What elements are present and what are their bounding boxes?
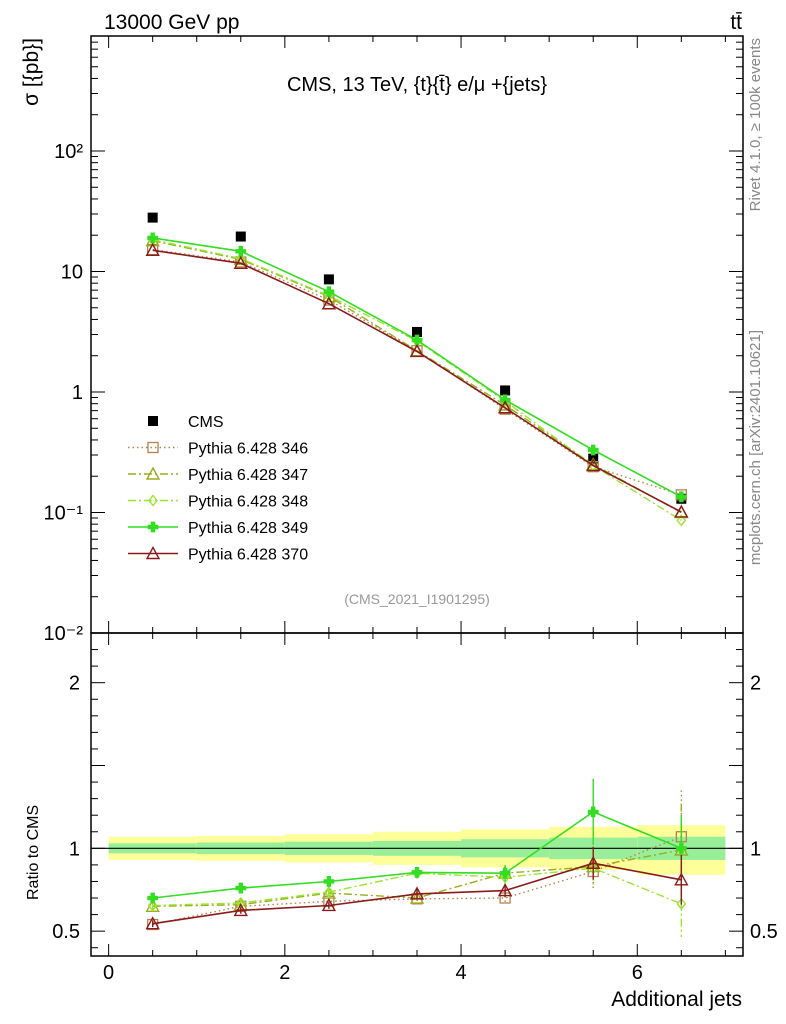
header-energy-label: 13000 GeV pp — [104, 11, 239, 34]
ratio-panel: 0.5 0.5 1 1 2 2 0 2 4 6 Ratio to CMS Additional j… — [25, 632, 778, 1011]
legend: CMS Pythia 6.428 346 Pythia 6.428 347 Pythi… — [128, 414, 308, 564]
legend-label: CMS — [188, 414, 224, 431]
legend-item-p349: Pythia 6.428 349 — [128, 520, 308, 537]
x-tick-label: 0 — [103, 962, 114, 984]
legend-item-p348: Pythia 6.428 348 — [128, 494, 308, 511]
legend-label: Pythia 6.428 348 — [188, 494, 308, 511]
line-p349 — [152, 237, 682, 498]
ratio-y-tick-label-right: 0.5 — [750, 921, 778, 943]
ratio-point-p348 — [676, 897, 687, 910]
x-axis-label: Additional jets — [611, 988, 742, 1011]
ratio-point-p370 — [586, 855, 601, 869]
point-p370 — [674, 504, 689, 518]
point-p349 — [499, 394, 511, 406]
point-p349 — [587, 444, 599, 456]
point-p370 — [497, 400, 513, 414]
point-cms — [235, 231, 246, 242]
legend-marker — [145, 546, 161, 560]
analysis-id-label: (CMS_2021_I1901295) — [344, 591, 490, 607]
ratio-point-p370 — [233, 902, 248, 917]
ratio-point-p348 — [500, 871, 511, 884]
top-y-tick-label: 10⁻¹ — [44, 502, 84, 524]
header-process-label: tt̄ — [730, 11, 742, 34]
top-y-tick-label: 10 — [61, 261, 83, 283]
ratio-y-tick-label-right: 2 — [750, 673, 761, 695]
ratio-point-p370 — [409, 886, 425, 900]
point-p347 — [497, 397, 513, 411]
ratio-y-tick-label-left: 1 — [69, 838, 80, 860]
ratio-y-axis-label: Ratio to CMS — [25, 805, 42, 900]
top-y-tick-label: 10² — [54, 141, 83, 163]
top-y-axis-label: σ [{pb}] — [20, 38, 43, 106]
legend-marker — [148, 416, 158, 426]
ratio-point-p348 — [323, 886, 334, 899]
plot-title: CMS, 13 TeV, {t}{t̄} e/μ +{jets} — [287, 74, 547, 96]
point-p349 — [147, 232, 159, 244]
ratio-point-p370 — [674, 872, 689, 886]
legend-label: Pythia 6.428 346 — [188, 441, 308, 458]
ratio-point-p349 — [411, 866, 423, 878]
ratio-point-p370 — [497, 883, 513, 897]
legend-label: Pythia 6.428 370 — [188, 547, 308, 564]
top-y-tick-label: 1 — [72, 382, 83, 404]
legend-item-p370: Pythia 6.428 370 — [128, 546, 308, 564]
ratio-point-p349 — [323, 876, 335, 887]
ratio-point-p349 — [499, 867, 511, 879]
x-tick-label: 2 — [279, 962, 290, 984]
series-p370 — [145, 242, 689, 518]
point-p370 — [145, 242, 160, 256]
point-p349 — [235, 245, 247, 257]
point-p370 — [321, 296, 337, 310]
series-p349 — [147, 232, 687, 503]
legend-item-p347: Pythia 6.428 347 — [128, 466, 308, 484]
point-p370 — [409, 343, 425, 358]
top-y-tick-label: 10⁻² — [44, 623, 84, 645]
legend-label: Pythia 6.428 347 — [188, 467, 308, 484]
point-p348 — [676, 514, 687, 527]
mcplots-source-label: mcplots.cern.ch [arXiv:2401.10621] — [747, 330, 764, 565]
point-p370 — [586, 458, 601, 472]
x-tick-label: 4 — [455, 962, 466, 984]
ratio-point-p347 — [409, 890, 425, 904]
ratio-series-p370 — [145, 846, 689, 930]
legend-marker — [145, 466, 161, 480]
series-cms — [147, 212, 687, 504]
ratio-point-p349 — [675, 842, 687, 854]
point-cms — [323, 274, 334, 285]
ratio-point-p370 — [145, 916, 160, 930]
legend-item-cms: CMS — [148, 414, 224, 431]
point-p349 — [323, 286, 335, 298]
legend-item-p346: Pythia 6.428 346 — [128, 441, 308, 458]
point-cms — [500, 385, 511, 396]
cross-section-panel: CMS, 13 TeV, {t}{t̄} e/μ +{jets} σ [{pb}… — [20, 35, 744, 645]
point-cms — [147, 212, 158, 223]
line-p346 — [152, 248, 682, 496]
legend-marker — [147, 521, 159, 533]
series-p346 — [147, 243, 687, 501]
ratio-y-tick-label-right: 1 — [750, 838, 761, 860]
rivet-version-label: Rivet 4.1.0, ≥ 100k events — [747, 38, 764, 211]
legend-marker — [147, 441, 159, 454]
point-p370 — [233, 255, 248, 269]
point-p349 — [675, 491, 687, 503]
ratio-y-tick-label-left: 0.5 — [52, 921, 80, 943]
x-tick-label: 6 — [632, 962, 643, 984]
bottom-frame — [90, 632, 744, 957]
legend-label: Pythia 6.428 349 — [188, 520, 308, 537]
ratio-point-p349 — [587, 806, 599, 818]
ratio-y-tick-label-left: 2 — [69, 673, 80, 695]
ratio-point-p346 — [147, 918, 159, 931]
ratio-series-p349 — [147, 778, 687, 904]
legend-marker — [148, 494, 158, 507]
ratio-point-p348 — [147, 899, 158, 912]
ratio-point-p349 — [235, 882, 247, 894]
ratio-point-p349 — [147, 892, 159, 904]
ratio-point-p370 — [321, 898, 337, 912]
point-p349 — [411, 334, 423, 346]
line-p370 — [152, 249, 682, 513]
point-cms — [412, 326, 422, 337]
